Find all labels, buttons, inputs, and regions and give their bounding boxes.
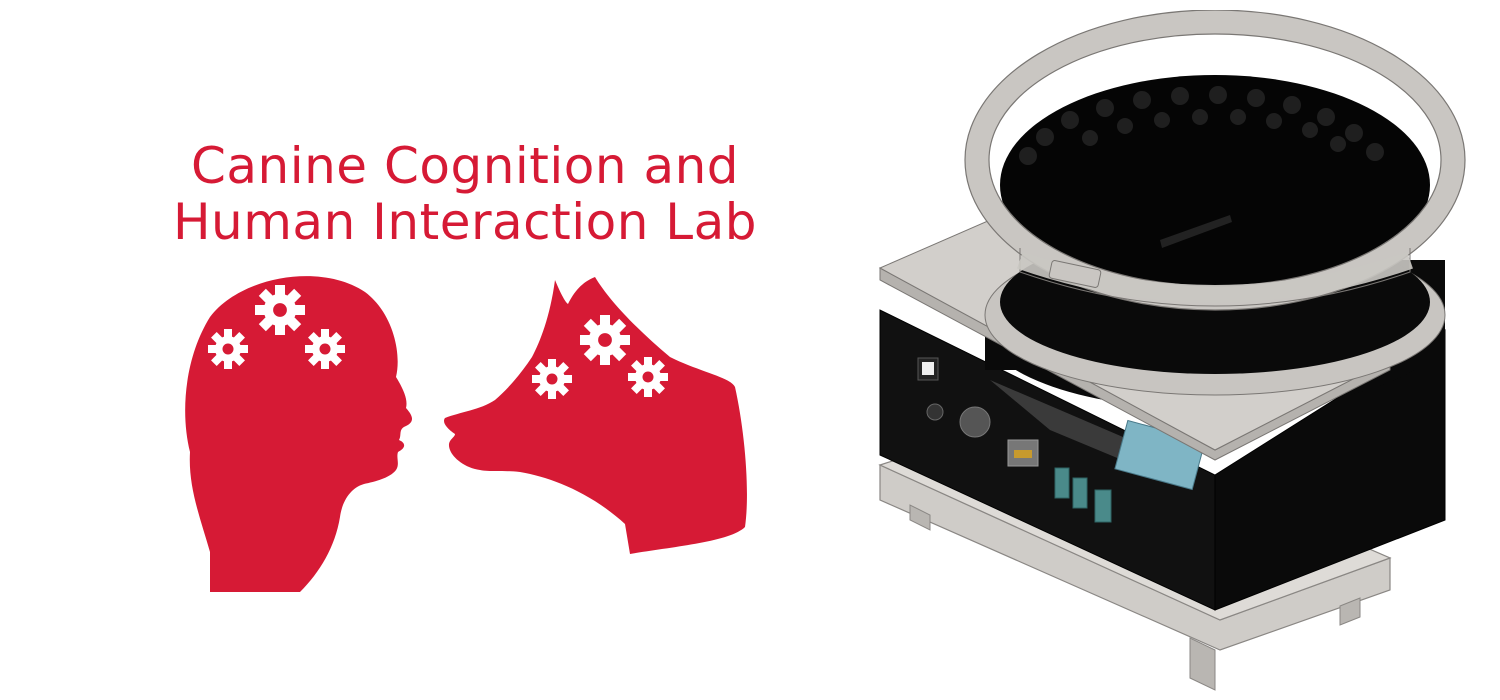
feeder-tray — [1000, 75, 1430, 295]
dog-head-icon — [444, 277, 747, 554]
gear-icon — [255, 285, 305, 335]
gear-icon — [305, 329, 345, 369]
gear-icon — [532, 359, 572, 399]
lab-logo-title: Canine Cognition and Human Interaction L… — [150, 138, 780, 250]
feeder-device-render — [878, 10, 1466, 691]
gear-icon — [628, 357, 668, 397]
gear-icon — [208, 329, 248, 369]
gear-icon — [580, 315, 630, 365]
lab-logo-title-line-2: Human Interaction Lab — [172, 193, 758, 251]
human-head-icon — [185, 276, 412, 592]
lab-logo-title-line-1: Canine Cognition and — [190, 137, 740, 195]
lab-logo-art — [185, 276, 747, 592]
